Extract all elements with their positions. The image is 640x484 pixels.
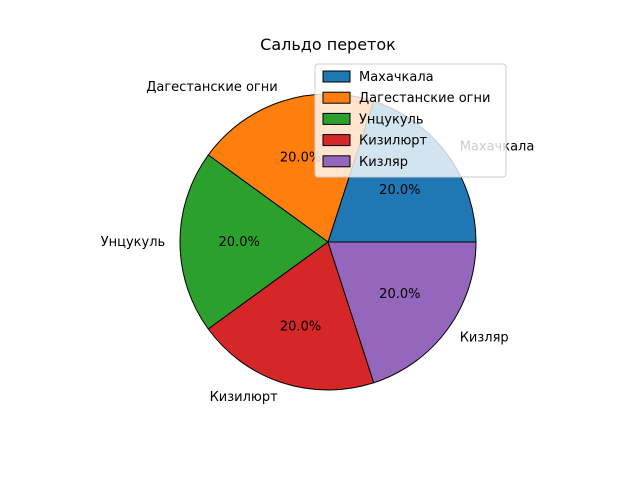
legend-swatch-3: [322, 134, 351, 147]
slice-percent-label-1: 20.0%: [280, 151, 321, 166]
slice-percent-label-3: 20.0%: [280, 319, 321, 334]
chart-title: Сальдо переток: [260, 35, 396, 54]
slice-percent-label-4: 20.0%: [379, 287, 420, 302]
pie-slice-3: [207, 241, 375, 391]
pie-slice-2: [179, 154, 329, 330]
slice-percent-label-2: 20.0%: [219, 235, 260, 250]
legend: Махачкала Дагестанские огни Унцукуль Кизилю…: [314, 63, 507, 178]
slice-percent-labels: 20.0% 20.0% 20.0% 20.0% 20.0%: [219, 151, 421, 335]
slice-category-label-1: Дагестанские огни: [146, 80, 277, 95]
pie-slice-4: [327, 241, 477, 384]
legend-swatch-0: [322, 70, 351, 83]
legend-label-2: Унцукуль: [359, 112, 423, 127]
legend-label-0: Махачкала: [359, 70, 434, 85]
legend-swatch-1: [322, 91, 351, 104]
legend-label-3: Кизилюрт: [359, 134, 428, 149]
legend-swatch-4: [322, 155, 351, 168]
slice-percent-label-0: 20.0%: [379, 183, 420, 198]
slice-category-label-4: Кизляр: [460, 331, 509, 346]
legend-swatch-2: [322, 112, 351, 125]
legend-label-1: Дагестанские огни: [359, 91, 490, 106]
slice-category-label-2: Унцукуль: [101, 235, 165, 250]
legend-label-4: Кизляр: [359, 155, 408, 170]
legend-frame: [314, 63, 507, 178]
slice-category-label-3: Кизилюрт: [210, 390, 279, 405]
